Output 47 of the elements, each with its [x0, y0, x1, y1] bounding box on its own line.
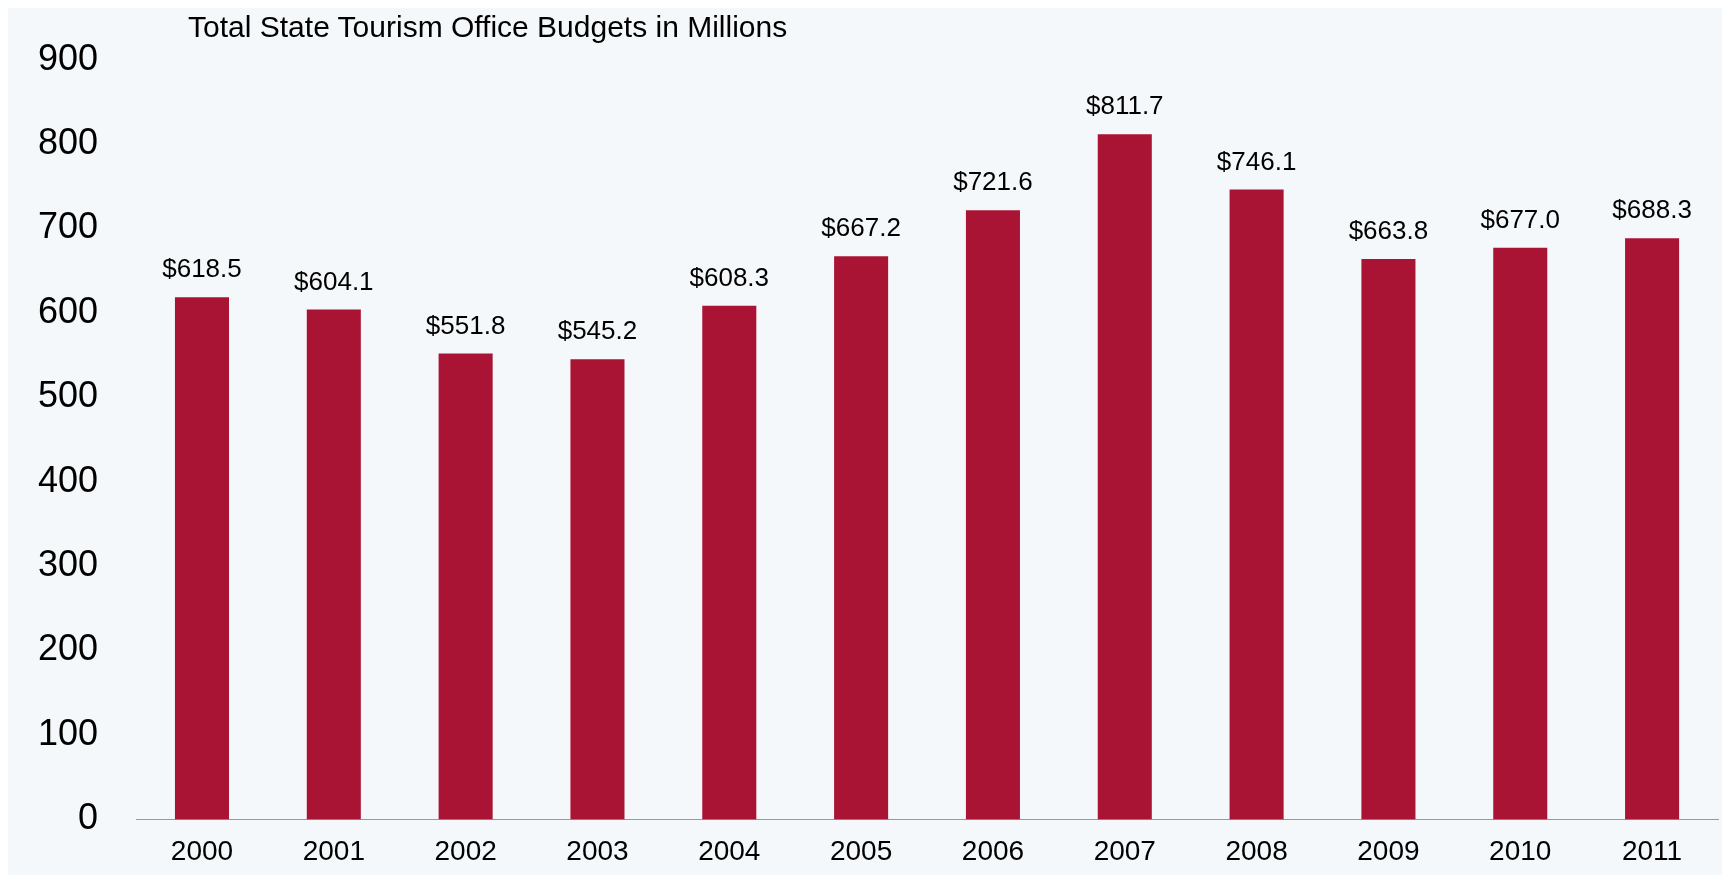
bar — [1493, 247, 1548, 820]
bar — [306, 309, 361, 820]
x-tick-label: 2011 — [1621, 834, 1683, 866]
y-tick-label: 400 — [37, 458, 99, 500]
x-tick-label: 2000 — [170, 834, 234, 866]
bar — [834, 256, 889, 820]
bar — [1625, 238, 1680, 820]
y-tick-label: 900 — [37, 36, 99, 78]
y-tick-label: 200 — [37, 627, 99, 669]
data-label: $604.1 — [294, 265, 374, 296]
bar — [438, 353, 493, 820]
data-label: $746.1 — [1216, 145, 1297, 176]
x-tick-label: 2008 — [1225, 834, 1288, 866]
data-label: $811.7 — [1085, 90, 1164, 121]
bar — [174, 297, 229, 820]
bar — [1229, 189, 1284, 820]
x-tick-label: 2010 — [1489, 834, 1552, 866]
data-label: $545.2 — [557, 315, 638, 346]
x-tick-label: 2005 — [829, 834, 893, 866]
data-label: $551.8 — [425, 309, 506, 340]
x-tick-label: 2002 — [434, 834, 497, 866]
data-label: $608.3 — [689, 262, 770, 293]
bar — [1361, 259, 1416, 820]
y-tick-label: 100 — [37, 711, 99, 753]
data-label: $677.0 — [1480, 204, 1561, 235]
data-label: $618.5 — [162, 253, 242, 284]
x-tick-label: 2003 — [566, 834, 629, 866]
x-tick-label: 2001 — [302, 834, 365, 866]
data-label: $663.8 — [1348, 215, 1429, 246]
chart-title: Total State Tourism Office Budgets in Millions — [188, 10, 788, 44]
x-tick-label: 2009 — [1357, 834, 1420, 866]
y-tick-label: 700 — [37, 205, 99, 247]
bar — [965, 210, 1020, 820]
bar — [570, 359, 625, 820]
bar — [1097, 134, 1152, 820]
y-tick-label: 500 — [37, 374, 99, 416]
x-tick-label: 2004 — [698, 834, 761, 866]
data-label: $667.2 — [821, 212, 901, 243]
x-tick-label: 2006 — [961, 834, 1025, 866]
bar — [702, 305, 757, 820]
y-tick-label: 300 — [37, 543, 99, 585]
y-tick-label: 800 — [37, 120, 99, 162]
y-tick-label: 600 — [37, 289, 99, 331]
y-tick-label: 0 — [78, 796, 99, 838]
data-label: $688.3 — [1612, 194, 1692, 225]
data-label: $721.6 — [953, 166, 1033, 197]
x-tick-label: 2007 — [1093, 834, 1156, 866]
